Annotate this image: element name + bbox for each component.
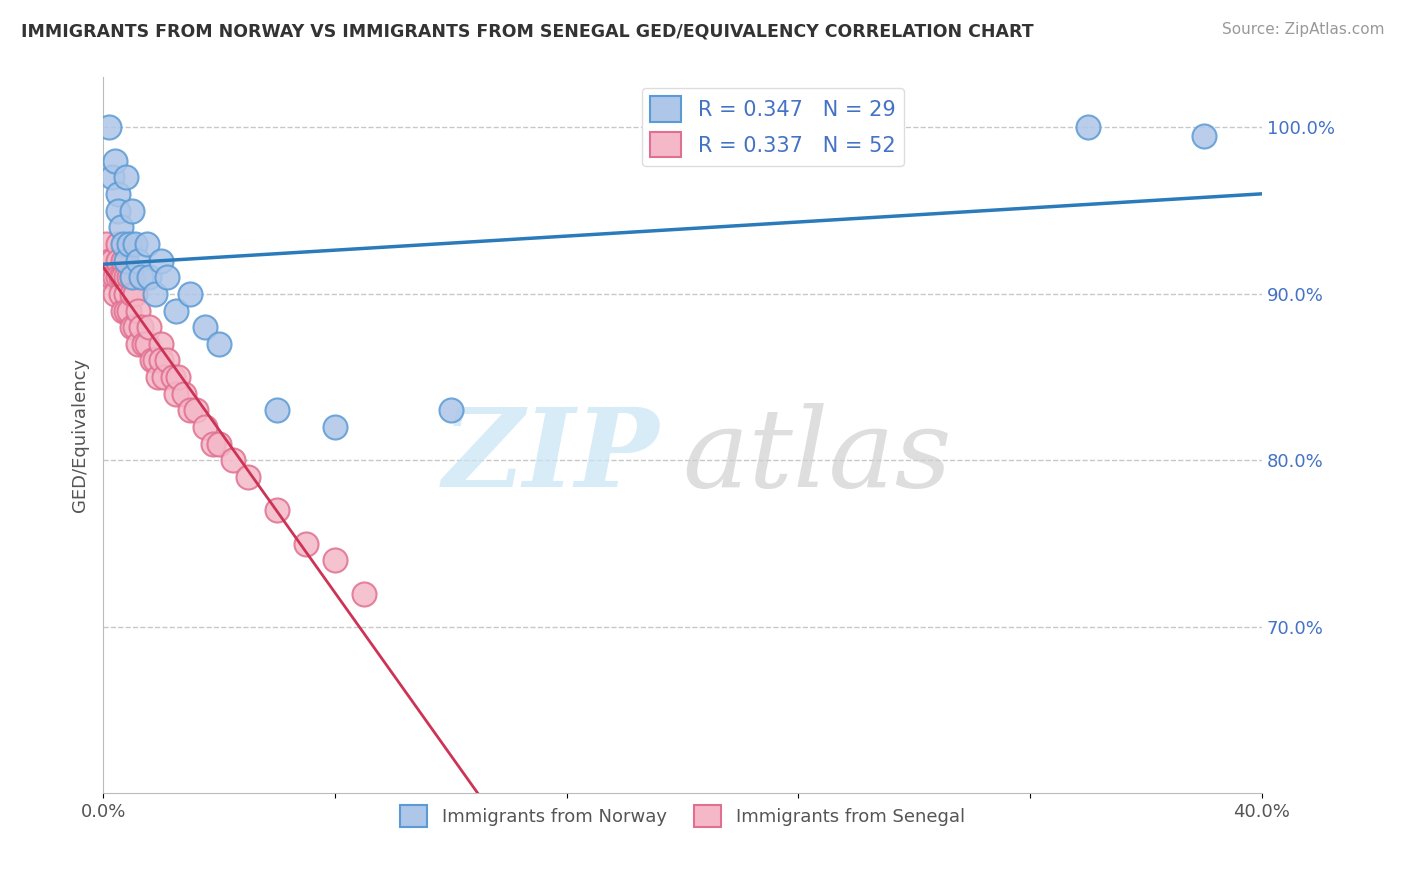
Point <box>153 370 176 384</box>
Point <box>127 303 149 318</box>
Legend: Immigrants from Norway, Immigrants from Senegal: Immigrants from Norway, Immigrants from … <box>394 798 972 834</box>
Point <box>110 220 132 235</box>
Point <box>118 303 141 318</box>
Point <box>236 470 259 484</box>
Point <box>97 253 120 268</box>
Point <box>107 253 129 268</box>
Point <box>124 236 146 251</box>
Point <box>127 336 149 351</box>
Point <box>115 286 138 301</box>
Point <box>141 353 163 368</box>
Point <box>165 386 187 401</box>
Point <box>97 120 120 135</box>
Point <box>146 370 169 384</box>
Text: IMMIGRANTS FROM NORWAY VS IMMIGRANTS FROM SENEGAL GED/EQUIVALENCY CORRELATION CH: IMMIGRANTS FROM NORWAY VS IMMIGRANTS FRO… <box>21 22 1033 40</box>
Point <box>112 253 135 268</box>
Point <box>135 336 157 351</box>
Point <box>150 353 173 368</box>
Point <box>353 586 375 600</box>
Point <box>104 270 127 285</box>
Point <box>115 270 138 285</box>
Text: atlas: atlas <box>682 403 952 510</box>
Point <box>110 270 132 285</box>
Point <box>323 553 346 567</box>
Point <box>118 236 141 251</box>
Point <box>124 286 146 301</box>
Point <box>127 253 149 268</box>
Point <box>110 286 132 301</box>
Point <box>129 270 152 285</box>
Point <box>266 503 288 517</box>
Point <box>1077 120 1099 135</box>
Point <box>208 336 231 351</box>
Point <box>143 353 166 368</box>
Text: ZIP: ZIP <box>443 403 659 510</box>
Point <box>323 420 346 434</box>
Point <box>440 403 463 417</box>
Point <box>1192 128 1215 143</box>
Point <box>138 320 160 334</box>
Point <box>156 353 179 368</box>
Point <box>222 453 245 467</box>
Text: Source: ZipAtlas.com: Source: ZipAtlas.com <box>1222 22 1385 37</box>
Point <box>143 286 166 301</box>
Point <box>112 236 135 251</box>
Point <box>193 420 215 434</box>
Point <box>112 303 135 318</box>
Point <box>295 536 318 550</box>
Point <box>107 203 129 218</box>
Point <box>121 203 143 218</box>
Point <box>150 336 173 351</box>
Point <box>115 170 138 185</box>
Point <box>129 320 152 334</box>
Point <box>162 370 184 384</box>
Point <box>150 253 173 268</box>
Point <box>208 436 231 450</box>
Point <box>101 170 124 185</box>
Point <box>112 270 135 285</box>
Point <box>138 270 160 285</box>
Point <box>104 286 127 301</box>
Point <box>101 253 124 268</box>
Point <box>115 253 138 268</box>
Point <box>202 436 225 450</box>
Point <box>107 186 129 201</box>
Point <box>121 286 143 301</box>
Point <box>101 270 124 285</box>
Point <box>94 236 117 251</box>
Point <box>132 336 155 351</box>
Point <box>135 236 157 251</box>
Point <box>193 320 215 334</box>
Point <box>179 403 201 417</box>
Point <box>104 153 127 168</box>
Point <box>179 286 201 301</box>
Y-axis label: GED/Equivalency: GED/Equivalency <box>72 359 89 513</box>
Point <box>266 403 288 417</box>
Point <box>121 270 143 285</box>
Point <box>115 303 138 318</box>
Point <box>118 270 141 285</box>
Point <box>165 303 187 318</box>
Point <box>124 320 146 334</box>
Point <box>121 270 143 285</box>
Point <box>107 270 129 285</box>
Point <box>167 370 190 384</box>
Point <box>107 236 129 251</box>
Point <box>184 403 207 417</box>
Point <box>173 386 195 401</box>
Point <box>121 320 143 334</box>
Point <box>156 270 179 285</box>
